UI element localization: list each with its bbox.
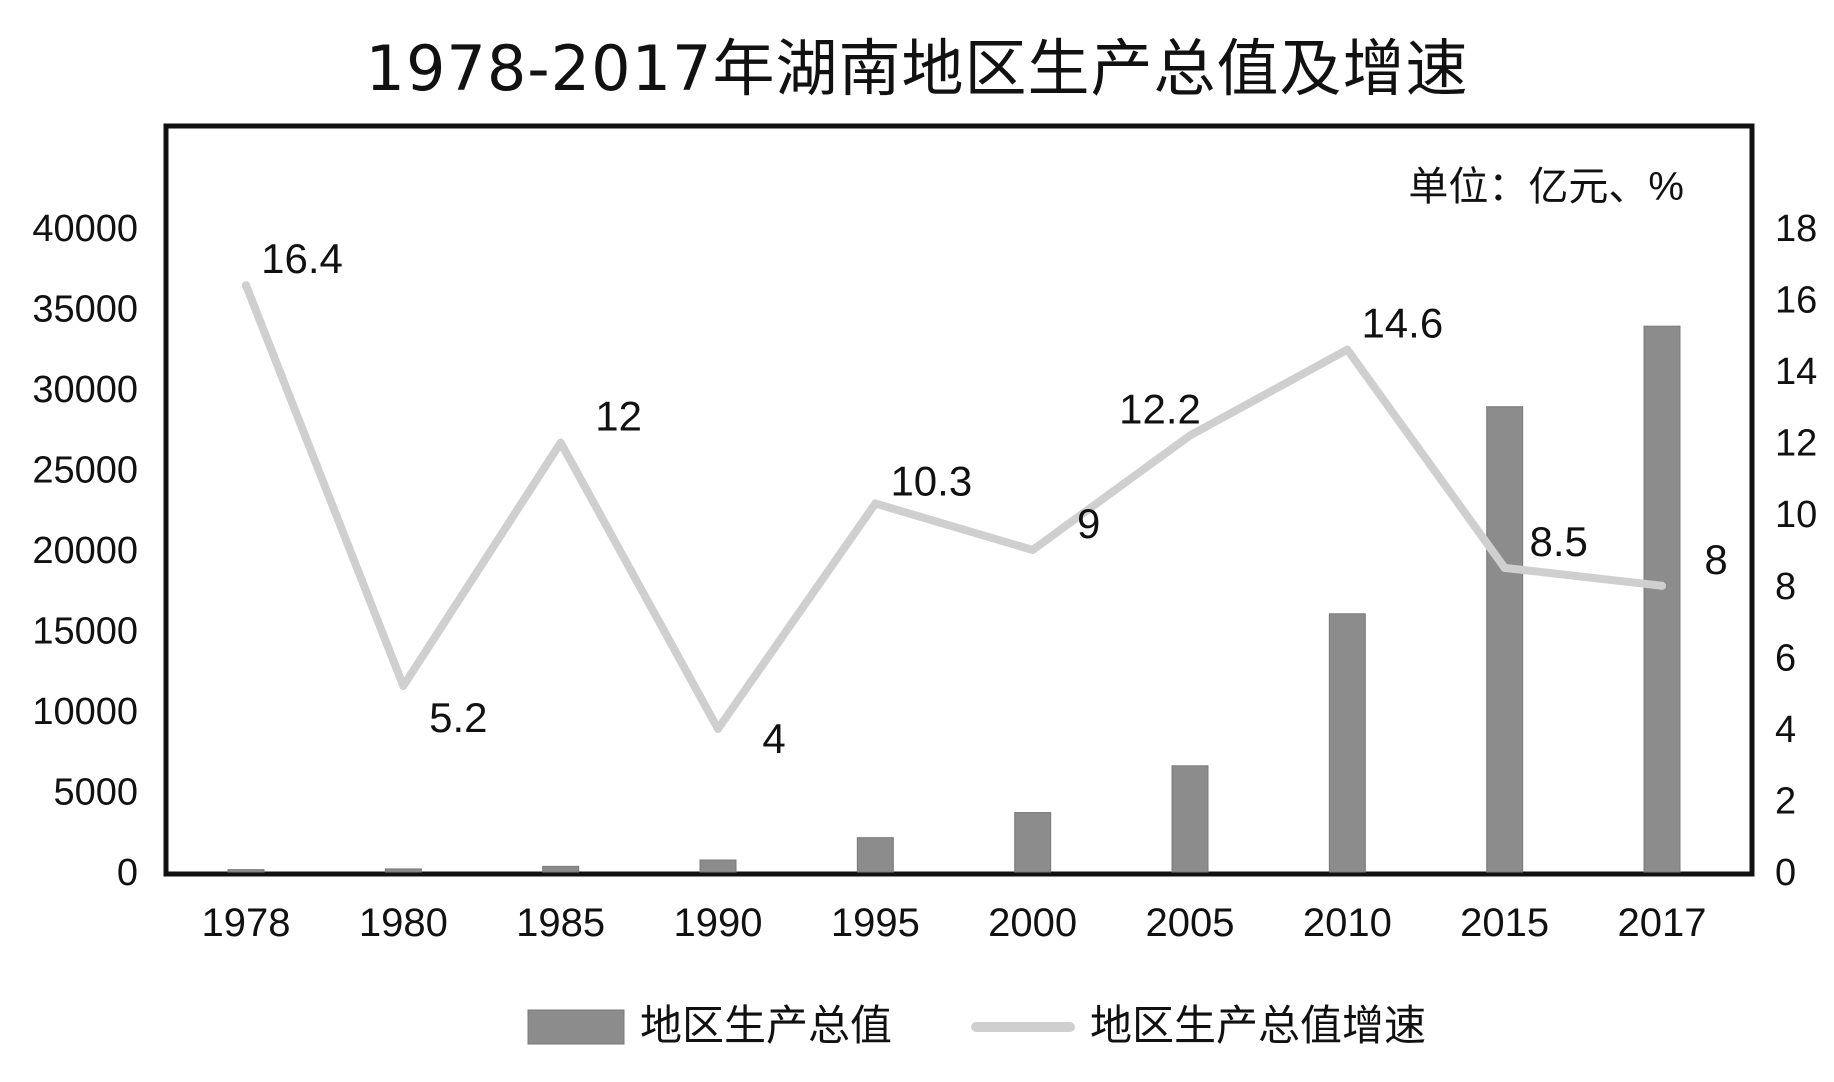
data-labels-group: 16.4 5.2 12 4 10.3 9 12.2 14.6 8.5 8	[261, 235, 1728, 762]
chart-title: 1978-2017年湖南地区生产总值及增速	[365, 32, 1469, 105]
growth-data-label: 8	[1704, 536, 1727, 583]
growth-point	[242, 281, 250, 290]
unit-label: 单位：亿元、%	[1408, 165, 1684, 209]
y-right-tick-label: 14	[1775, 351, 1817, 393]
growth-data-label: 9	[1077, 500, 1100, 547]
growth-point	[399, 681, 408, 690]
growth-line	[242, 281, 1666, 733]
x-tick-label: 2010	[1303, 901, 1392, 945]
axes-group: 0500010000150002000025000300003500040000…	[32, 208, 1817, 945]
x-tick-label: 2005	[1146, 901, 1235, 945]
bar	[1328, 613, 1366, 873]
growth-point	[1343, 345, 1352, 354]
legend: 地区生产总值 地区生产总值增速	[527, 1002, 1426, 1049]
x-tick-label: 1990	[674, 901, 763, 945]
growth-data-label: 12	[595, 393, 642, 440]
growth-point	[1186, 431, 1194, 440]
growth-data-label: 14.6	[1361, 300, 1443, 347]
bar	[1643, 325, 1681, 873]
y-left-tick-label: 15000	[32, 611, 138, 653]
growth-data-label: 16.4	[261, 235, 343, 282]
growth-line-group	[242, 281, 1666, 733]
y-right-tick-label: 16	[1775, 280, 1817, 322]
y-right-tick-label: 8	[1775, 566, 1796, 608]
y-right-tick-label: 18	[1775, 208, 1817, 250]
y-left-tick-label: 40000	[32, 208, 138, 250]
bar	[1014, 812, 1052, 873]
growth-point	[1658, 581, 1666, 590]
growth-point	[1500, 563, 1509, 572]
legend-label-line: 地区生产总值增速	[1090, 1002, 1426, 1049]
y-left-tick-label: 25000	[32, 450, 138, 492]
plot-frame-border	[163, 123, 1755, 877]
y-right-tick-label: 12	[1775, 423, 1817, 465]
x-tick-label: 2015	[1460, 901, 1549, 945]
bar	[227, 869, 265, 873]
growth-point	[871, 499, 880, 508]
x-tick-label: 1978	[202, 901, 291, 945]
growth-data-label: 12.2	[1119, 386, 1201, 433]
y-left-tick-label: 10000	[32, 691, 138, 733]
legend-label-bar: 地区生产总值	[640, 1002, 892, 1049]
y-right-tick-label: 0	[1775, 852, 1796, 894]
y-left-tick-label: 20000	[32, 530, 138, 572]
y-right-tick-label: 2	[1775, 780, 1796, 822]
growth-data-label: 5.2	[429, 694, 487, 741]
plot-frame: 单位：亿元、%	[163, 123, 1755, 877]
bar	[542, 865, 580, 873]
bar	[699, 859, 737, 873]
growth-data-label: 10.3	[890, 457, 972, 504]
y-left-tick-label: 0	[117, 852, 138, 894]
growth-point	[1028, 546, 1037, 554]
legend-swatch-bar	[527, 1009, 625, 1045]
growth-point	[556, 438, 565, 447]
x-tick-label: 1985	[516, 901, 605, 945]
x-tick-label: 1980	[359, 901, 448, 945]
x-tick-label: 2000	[988, 901, 1077, 945]
growth-data-label: 8.5	[1529, 518, 1587, 565]
y-left-tick-label: 35000	[32, 289, 138, 331]
y-left-tick-label: 30000	[32, 369, 138, 411]
bar	[1171, 765, 1209, 873]
bar	[1486, 406, 1524, 873]
x-tick-label: 1995	[831, 901, 920, 945]
y-right-tick-label: 4	[1775, 709, 1796, 751]
x-tick-label: 2017	[1618, 901, 1707, 945]
bars-group	[227, 325, 1681, 873]
bar	[856, 837, 894, 873]
y-right-tick-label: 6	[1775, 637, 1796, 679]
y-right-tick-label: 10	[1775, 494, 1817, 536]
growth-data-label: 4	[762, 715, 785, 762]
y-left-tick-label: 5000	[53, 772, 138, 814]
growth-point	[714, 724, 722, 733]
bar	[384, 868, 422, 873]
